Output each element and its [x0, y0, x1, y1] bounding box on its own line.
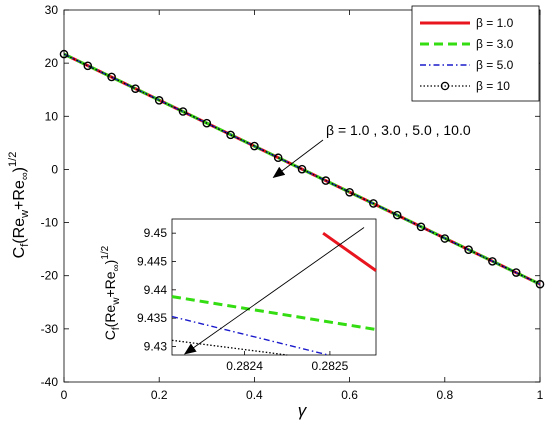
series-marker — [59, 49, 69, 59]
series-marker — [321, 176, 331, 185]
inset-y-tick-label: 9.435 — [137, 311, 167, 325]
series-marker — [83, 61, 93, 71]
x-tick-label: 0.8 — [436, 388, 453, 402]
series-marker — [345, 187, 354, 197]
y-tick-label: -40 — [41, 375, 59, 389]
inset-x-tick-label: 0.2824 — [226, 359, 263, 373]
annotation: β = 1.0 , 3.0 , 5.0 , 10.0 — [272, 122, 471, 179]
series-marker — [297, 164, 307, 174]
x-tick-label: 0.6 — [341, 388, 358, 402]
series-marker — [154, 96, 164, 105]
legend-marker — [440, 81, 450, 91]
inset-series-line-0 — [322, 231, 377, 272]
series-marker — [273, 153, 283, 163]
x-tick-label: 1 — [537, 388, 544, 402]
legend-label-3: β = 10 — [476, 79, 510, 93]
series-marker — [226, 130, 235, 140]
series-marker — [488, 257, 497, 266]
series-marker — [464, 245, 473, 254]
legend: β = 1.0 β = 3.0 β = 5.0 β = 10 — [411, 5, 540, 102]
series-line-3 — [63, 53, 541, 285]
inset-frame — [171, 218, 377, 356]
inset-y-tick-label: 9.45 — [144, 226, 168, 240]
y-tick-label: 0 — [51, 162, 58, 176]
y-axis-label: Cf(Rew+Re∞)1/2 — [7, 152, 31, 259]
inset-x-tick-label: 0.2825 — [312, 359, 349, 373]
y-tick-label: 20 — [45, 56, 59, 70]
series-marker — [535, 279, 545, 289]
series-marker — [369, 199, 378, 208]
series-marker — [131, 84, 140, 93]
series-marker — [440, 234, 450, 243]
y-tick-label: -10 — [41, 216, 59, 230]
inset-y-tick-label: 9.445 — [137, 255, 167, 269]
series-marker — [178, 107, 188, 116]
series-marker — [250, 141, 259, 151]
legend-label-2: β = 5.0 — [476, 58, 514, 72]
y-tick-label: 10 — [45, 109, 59, 123]
annotation-text: β = 1.0 , 3.0 , 5.0 , 10.0 — [326, 122, 471, 138]
inset-arrow — [183, 227, 365, 355]
legend-label-0: β = 1.0 — [476, 16, 514, 30]
x-axis-label: γ — [298, 401, 308, 420]
series-marker — [107, 72, 116, 82]
inset-y-tick-label: 9.44 — [144, 283, 168, 297]
y-tick-label: -30 — [41, 322, 59, 336]
y-tick-label: 30 — [45, 3, 59, 17]
annotation-arrow — [272, 139, 324, 179]
series-marker — [392, 210, 402, 220]
inset-y-tick-label: 9.43 — [144, 340, 168, 354]
series-marker — [511, 268, 521, 277]
x-tick-label: 0.2 — [151, 388, 168, 402]
series-marker — [202, 118, 212, 128]
inset-series-line-1 — [171, 295, 377, 331]
y-tick-label: -20 — [41, 269, 59, 283]
legend-label-1: β = 3.0 — [476, 37, 514, 51]
series-marker — [416, 222, 426, 232]
x-tick-label: 0 — [61, 388, 68, 402]
inset-plot: 0.2824 0.2825 9.43 9.435 9.44 9.445 9.45 — [137, 218, 377, 373]
x-tick-label: 0.4 — [246, 388, 263, 402]
